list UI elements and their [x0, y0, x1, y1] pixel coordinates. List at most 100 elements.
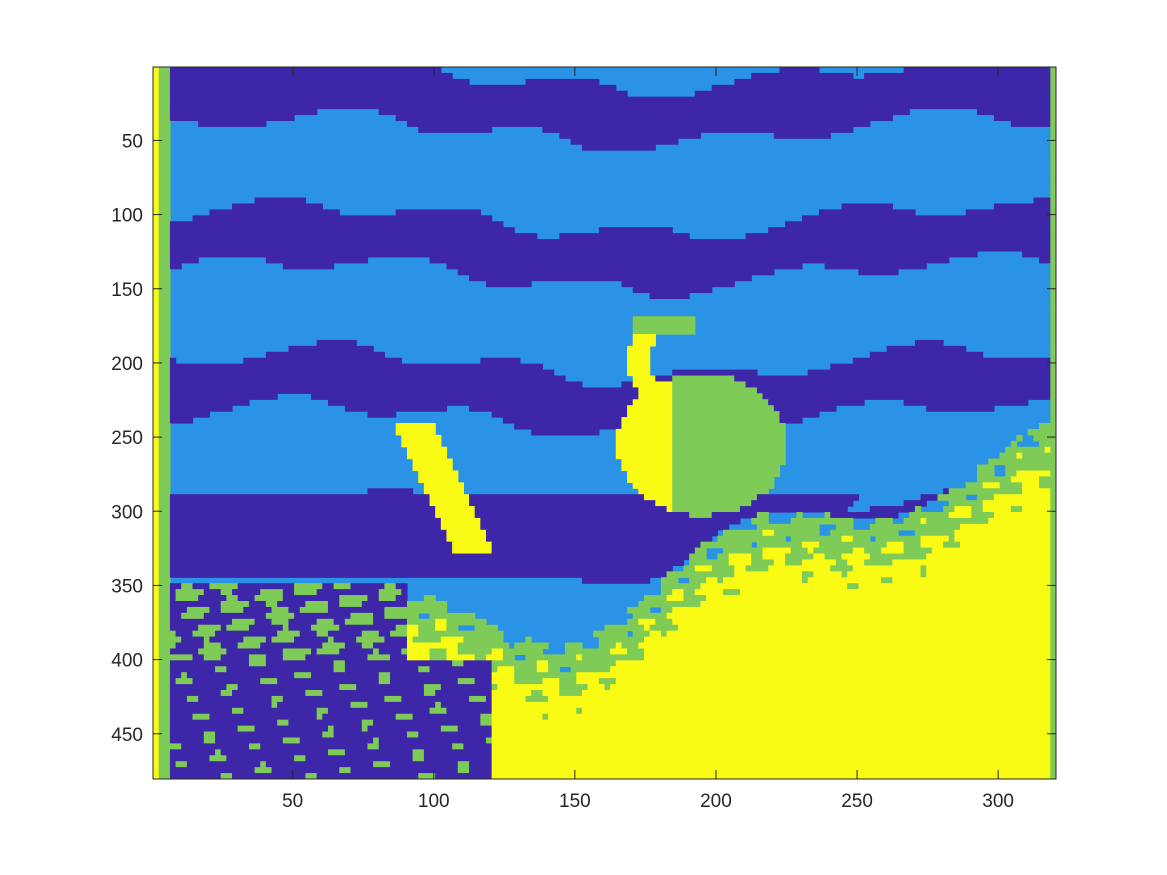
heatmap-cell	[401, 589, 408, 596]
heatmap-cell	[1050, 642, 1056, 650]
heatmap-cell	[248, 743, 261, 750]
heatmap-cell	[1050, 274, 1056, 282]
x-axis-ticks	[292, 67, 999, 779]
heatmap-cell	[452, 660, 465, 667]
heatmap-cell	[1022, 488, 1051, 495]
heatmap-cell	[220, 690, 233, 697]
heatmap-cell	[954, 529, 1051, 537]
heatmap-cell	[423, 595, 436, 602]
heatmap-cell	[169, 695, 188, 703]
heatmap-cell	[717, 553, 730, 561]
heatmap-cell	[559, 678, 577, 685]
heatmap-cell	[237, 595, 256, 602]
heatmap-cell	[198, 120, 267, 127]
heatmap-cell	[638, 488, 673, 495]
heatmap-cell	[632, 612, 668, 620]
heatmap-cell	[672, 375, 735, 383]
heatmap-cell	[632, 334, 656, 341]
heatmap-cell	[802, 541, 820, 549]
heatmap-cell	[1022, 506, 1051, 513]
heatmap-cell	[1050, 387, 1056, 394]
heatmap-cell	[485, 654, 504, 661]
heatmap-cell	[440, 517, 481, 525]
heatmap-cell	[390, 761, 459, 768]
heatmap-cell	[1050, 636, 1056, 644]
heatmap-cell	[158, 268, 171, 276]
heatmap-cell	[1050, 179, 1056, 187]
heatmap-cell	[153, 393, 160, 400]
heatmap-cell	[976, 108, 1051, 116]
heatmap-cell	[1016, 470, 1051, 477]
heatmap-cell	[186, 761, 261, 768]
heatmap-cell	[305, 601, 329, 608]
heatmap-cell	[627, 476, 673, 483]
heatmap-cell	[779, 67, 820, 74]
heatmap-cell	[926, 517, 989, 525]
heatmap-cell	[672, 399, 769, 406]
heatmap-cell	[1050, 577, 1056, 584]
heatmap-cell	[232, 203, 323, 210]
heatmap-cell	[615, 434, 673, 442]
heatmap-cell	[1050, 322, 1056, 329]
heatmap-cell	[158, 304, 171, 311]
heatmap-cell	[158, 624, 171, 632]
heatmap-cell	[502, 417, 623, 424]
heatmap-cell	[158, 351, 171, 359]
heatmap-cell	[153, 440, 160, 448]
heatmap-cell	[158, 120, 171, 127]
heatmap-cell	[1050, 630, 1056, 638]
heatmap-cell	[294, 636, 329, 644]
heatmap-cell	[852, 565, 922, 572]
heatmap-cell	[858, 268, 899, 276]
heatmap-cell	[316, 773, 419, 779]
heatmap-cell	[158, 470, 171, 477]
heatmap-cell	[215, 737, 284, 744]
heatmap-cell	[598, 636, 645, 644]
heatmap-cell	[181, 636, 205, 644]
heatmap-cell	[153, 494, 160, 501]
heatmap-cell	[209, 713, 318, 721]
heatmap-cell	[852, 357, 1051, 365]
heatmap-cell	[169, 541, 453, 549]
heatmap-cell	[153, 399, 160, 406]
heatmap-cell	[689, 559, 730, 566]
heatmap-cell	[587, 684, 606, 691]
heatmap-cell	[158, 72, 171, 80]
heatmap-cell	[158, 179, 171, 187]
heatmap-cell	[835, 523, 854, 531]
heatmap-cell	[1050, 357, 1056, 365]
heatmap-cell	[158, 363, 171, 371]
heatmap-cell	[672, 381, 747, 388]
heatmap-cell	[1050, 161, 1056, 169]
heatmap-cell	[446, 648, 459, 655]
heatmap-cell	[627, 369, 651, 377]
heatmap-cell	[542, 126, 854, 133]
heatmap-cell	[723, 547, 764, 555]
heatmap-cell	[914, 339, 944, 347]
heatmap-cell	[198, 695, 273, 703]
heatmap-cell	[497, 684, 560, 691]
heatmap-cell	[169, 701, 273, 709]
heatmap-cell	[158, 500, 171, 507]
heatmap-cell	[435, 690, 493, 697]
heatmap-cell	[1050, 72, 1056, 80]
heatmap-cell	[491, 411, 628, 418]
heatmap-cell	[751, 553, 764, 561]
heatmap-cell	[226, 755, 295, 762]
heatmap-cell	[1050, 363, 1056, 371]
heatmap-cell	[960, 523, 1051, 531]
heatmap-cell	[158, 517, 171, 525]
heatmap-cell	[824, 512, 831, 519]
heatmap-cell	[926, 571, 1051, 578]
heatmap-cell	[153, 773, 160, 779]
heatmap-cell	[158, 221, 171, 228]
heatmap-cell	[158, 428, 171, 436]
heatmap-cell	[440, 701, 493, 709]
heatmap-cell	[621, 280, 735, 288]
heatmap-cell	[339, 648, 374, 655]
heatmap-cell	[751, 517, 769, 525]
heatmap-cell	[463, 636, 504, 644]
heatmap-cell	[220, 642, 239, 650]
heatmap-cell	[1050, 132, 1056, 139]
heatmap-cell	[660, 589, 673, 596]
